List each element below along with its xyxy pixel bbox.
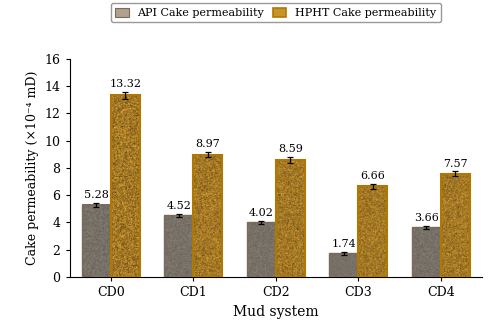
Text: 1.74: 1.74	[331, 239, 356, 249]
Bar	[276, 160, 305, 277]
Text: 8.59: 8.59	[278, 144, 303, 155]
Bar	[358, 186, 387, 277]
Bar	[441, 174, 470, 277]
Legend: API Cake permeability, HPHT Cake permeability: API Cake permeability, HPHT Cake permeab…	[111, 3, 441, 22]
Text: 13.32: 13.32	[109, 79, 141, 89]
Bar	[165, 215, 193, 277]
X-axis label: Mud system: Mud system	[233, 305, 319, 319]
Text: 4.02: 4.02	[249, 208, 274, 218]
Bar	[412, 227, 441, 277]
Bar	[330, 253, 358, 277]
Y-axis label: Cake permeability (×10⁻⁴ mD): Cake permeability (×10⁻⁴ mD)	[26, 71, 39, 265]
Bar	[193, 155, 222, 277]
Bar	[82, 205, 111, 277]
Text: 5.28: 5.28	[84, 190, 109, 200]
Text: 7.57: 7.57	[443, 158, 468, 169]
Text: 8.97: 8.97	[195, 139, 220, 149]
Text: 4.52: 4.52	[166, 201, 191, 211]
Text: 3.66: 3.66	[414, 213, 439, 223]
Bar	[247, 222, 276, 277]
Text: 6.66: 6.66	[360, 171, 385, 181]
Bar	[111, 95, 140, 277]
